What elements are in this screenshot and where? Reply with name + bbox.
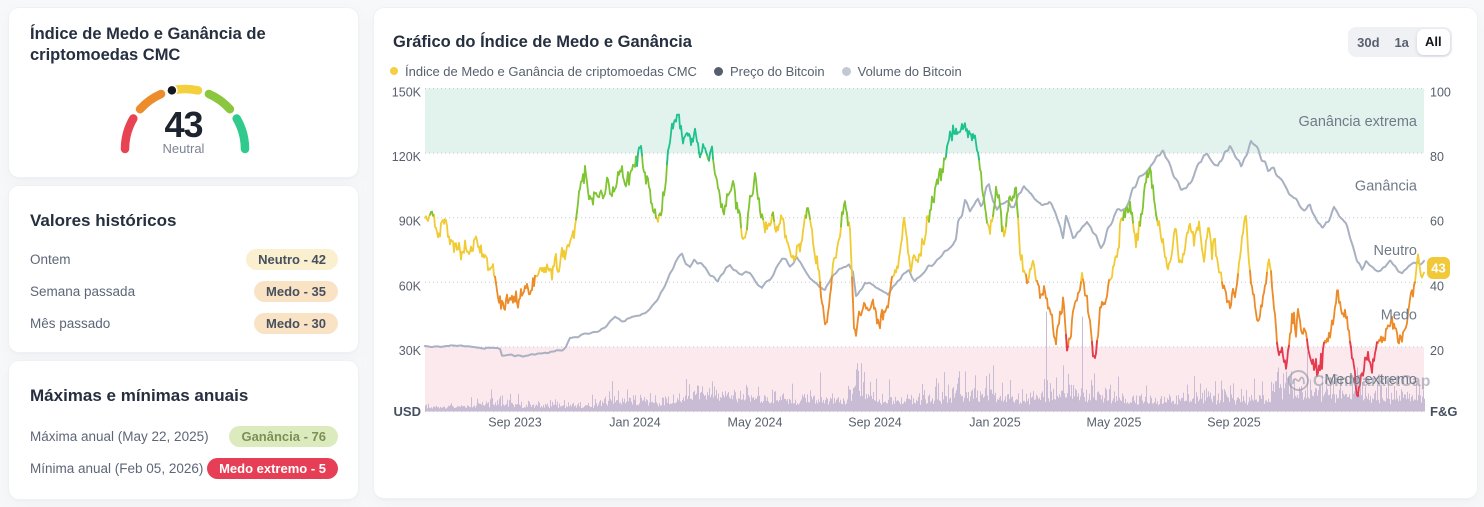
svg-text:80: 80 bbox=[1430, 150, 1444, 164]
svg-text:Neutro: Neutro bbox=[1373, 243, 1417, 259]
svg-text:Ganância extrema: Ganância extrema bbox=[1299, 114, 1418, 130]
svg-text:Jan 2024: Jan 2024 bbox=[609, 416, 660, 430]
svg-text:60K: 60K bbox=[399, 279, 422, 293]
svg-text:30K: 30K bbox=[399, 344, 422, 358]
svg-text:Medo extremo: Medo extremo bbox=[1324, 372, 1417, 388]
svg-text:Jan 2025: Jan 2025 bbox=[969, 416, 1020, 430]
svg-text:40: 40 bbox=[1430, 279, 1444, 293]
svg-text:90K: 90K bbox=[399, 215, 422, 229]
svg-text:Ganância: Ganância bbox=[1355, 178, 1418, 194]
svg-text:100: 100 bbox=[1430, 86, 1451, 100]
svg-text:43: 43 bbox=[1431, 261, 1445, 276]
svg-text:60: 60 bbox=[1430, 215, 1444, 229]
svg-text:USD: USD bbox=[394, 404, 421, 419]
svg-text:150K: 150K bbox=[392, 86, 422, 100]
svg-text:May 2024: May 2024 bbox=[728, 416, 783, 430]
svg-text:Sep 2025: Sep 2025 bbox=[1207, 416, 1261, 430]
svg-text:Sep 2024: Sep 2024 bbox=[848, 416, 902, 430]
svg-text:120K: 120K bbox=[392, 150, 422, 164]
svg-text:Medo: Medo bbox=[1381, 308, 1417, 324]
svg-text:May 2025: May 2025 bbox=[1087, 416, 1142, 430]
svg-text:CoinMarketCap: CoinMarketCap bbox=[1313, 373, 1431, 390]
svg-text:F&G: F&G bbox=[1430, 404, 1457, 419]
svg-text:20: 20 bbox=[1430, 344, 1444, 358]
svg-text:Sep 2023: Sep 2023 bbox=[488, 416, 542, 430]
